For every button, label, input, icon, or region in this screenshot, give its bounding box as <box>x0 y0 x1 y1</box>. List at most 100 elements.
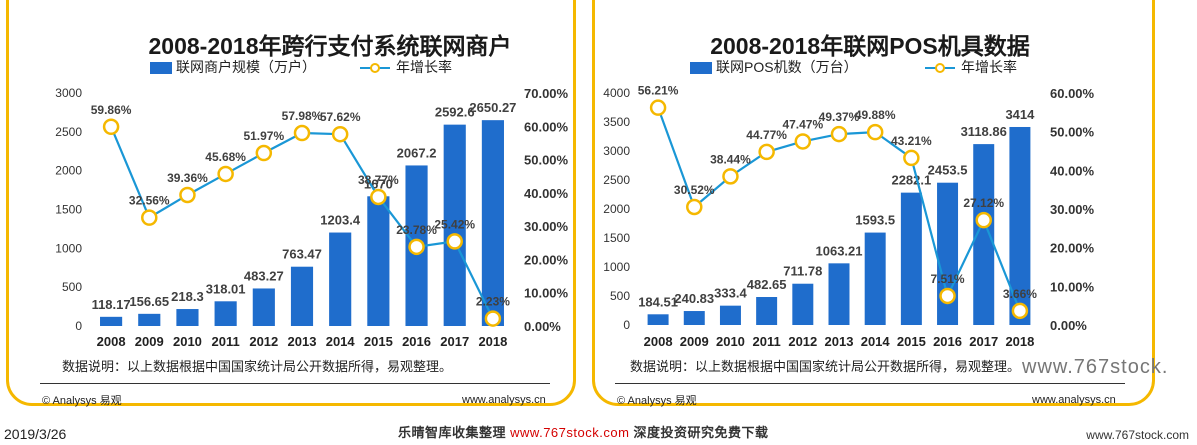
bar-label: 1670 <box>364 176 393 191</box>
legend-line-label: 年增长率 <box>961 59 1017 75</box>
y-left-tick: 3500 <box>603 115 630 129</box>
left-source: © Analysys 易观 <box>42 395 122 407</box>
bar-label: 2592.6 <box>435 105 475 120</box>
y-right-tick: 10.00% <box>1050 279 1095 294</box>
bar-label: 482.65 <box>747 277 787 292</box>
right-source: © Analysys 易观 <box>617 395 697 407</box>
watermark: www.767stock. <box>1022 356 1169 378</box>
growth-label: 25.42% <box>434 217 475 231</box>
x-tick: 2009 <box>680 334 709 349</box>
growth-label: 51.97% <box>243 129 284 143</box>
y-right-tick: 30.00% <box>524 219 569 234</box>
legend-line-marker <box>935 63 945 73</box>
growth-label: 27.12% <box>963 196 1004 210</box>
growth-label: 38.44% <box>710 152 751 166</box>
bar <box>937 182 959 325</box>
growth-marker <box>102 118 120 136</box>
x-tick: 2014 <box>861 334 891 349</box>
chart-title: 2008-2018年跨行支付系统联网商户 <box>149 33 512 59</box>
x-tick: 2014 <box>326 334 356 349</box>
bar-label: 763.47 <box>282 247 322 262</box>
x-tick: 2011 <box>212 334 240 349</box>
growth-marker <box>758 143 775 161</box>
bar <box>481 120 504 327</box>
bar-label: 118.17 <box>92 297 131 312</box>
growth-label: 47.47% <box>782 117 823 131</box>
x-tick: 2012 <box>788 334 817 349</box>
y-left-tick: 2500 <box>603 173 630 187</box>
growth-marker <box>649 99 667 116</box>
y-left-tick: 3000 <box>55 86 82 100</box>
bar-label: 711.78 <box>783 264 822 279</box>
bar-label: 1203.4 <box>320 213 361 228</box>
y-left-tick: 0 <box>623 318 630 332</box>
legend-bar-label: 联网商户规模（万户） <box>176 59 316 75</box>
growth-label: 43.21% <box>891 134 932 148</box>
y-left-tick: 0 <box>75 319 82 333</box>
bar <box>719 305 741 325</box>
growth-label: 23.78% <box>396 223 437 237</box>
bar-label: 3414 <box>1005 107 1035 122</box>
bar <box>1009 126 1031 325</box>
bar-label: 318.01 <box>206 281 246 296</box>
y-right-tick: 0.00% <box>524 319 561 334</box>
growth-marker <box>1011 302 1029 320</box>
bar <box>900 192 922 325</box>
left-site: www.analysys.cn <box>462 394 546 406</box>
x-tick: 2018 <box>1005 334 1034 349</box>
y-right-tick: 40.00% <box>524 186 569 201</box>
right-separator <box>615 383 1125 384</box>
x-tick: 2018 <box>478 334 507 349</box>
x-tick: 2008 <box>644 334 673 349</box>
x-tick: 2015 <box>364 334 393 349</box>
footer-site[interactable]: www.767stock.com <box>1086 428 1189 442</box>
y-right-tick: 20.00% <box>524 252 569 267</box>
banner-text-a: 乐晴智库收集整理 <box>398 425 507 440</box>
x-tick: 2012 <box>249 334 278 349</box>
bar <box>792 283 814 325</box>
growth-label: 3.66% <box>1003 287 1037 301</box>
right-data-note: 数据说明：以上数据根据中国国家统计局公开数据所得，易观整理。 <box>630 359 1021 374</box>
left-data-note: 数据说明：以上数据根据中国国家统计局公开数据所得，易观整理。 <box>62 359 453 374</box>
bar <box>756 297 778 325</box>
footer-date: 2019/3/26 <box>4 426 67 442</box>
bar-label: 2282.1 <box>891 173 931 188</box>
banner-url[interactable]: www.767stock.com <box>510 425 630 440</box>
y-left-tick: 3000 <box>603 144 630 158</box>
x-tick: 2016 <box>933 334 962 349</box>
y-right-tick: 50.00% <box>1050 125 1095 140</box>
growth-marker <box>446 233 463 250</box>
y-right-tick: 0.00% <box>1050 318 1087 333</box>
growth-marker <box>903 149 920 167</box>
legend-bar-swatch <box>690 62 712 74</box>
bar-label: 2650.27 <box>469 100 516 115</box>
bar <box>647 314 669 325</box>
growth-label: 30.52% <box>674 183 715 197</box>
bar <box>290 266 314 326</box>
bar <box>828 263 850 325</box>
growth-marker <box>179 186 196 204</box>
growth-marker <box>939 287 956 305</box>
growth-label: 56.21% <box>638 84 679 98</box>
growth-marker <box>370 188 387 206</box>
x-tick: 2013 <box>288 334 317 349</box>
bar <box>138 313 161 326</box>
y-left-tick: 500 <box>610 289 630 303</box>
bar-label: 2453.5 <box>928 163 968 178</box>
y-left-tick: 2000 <box>603 202 630 216</box>
bar <box>252 288 275 326</box>
y-left-tick: 500 <box>62 280 82 294</box>
y-right-tick: 20.00% <box>1050 241 1095 256</box>
x-tick: 2015 <box>897 334 926 349</box>
growth-label: 59.86% <box>91 103 132 117</box>
bar-label: 483.27 <box>244 268 284 283</box>
growth-marker <box>866 123 884 141</box>
bar-label: 3118.86 <box>961 124 1007 139</box>
bar <box>443 124 466 326</box>
growth-label: 57.98% <box>282 109 323 123</box>
bar <box>973 144 995 325</box>
growth-marker <box>484 310 502 327</box>
growth-label: 38.77% <box>358 173 399 187</box>
